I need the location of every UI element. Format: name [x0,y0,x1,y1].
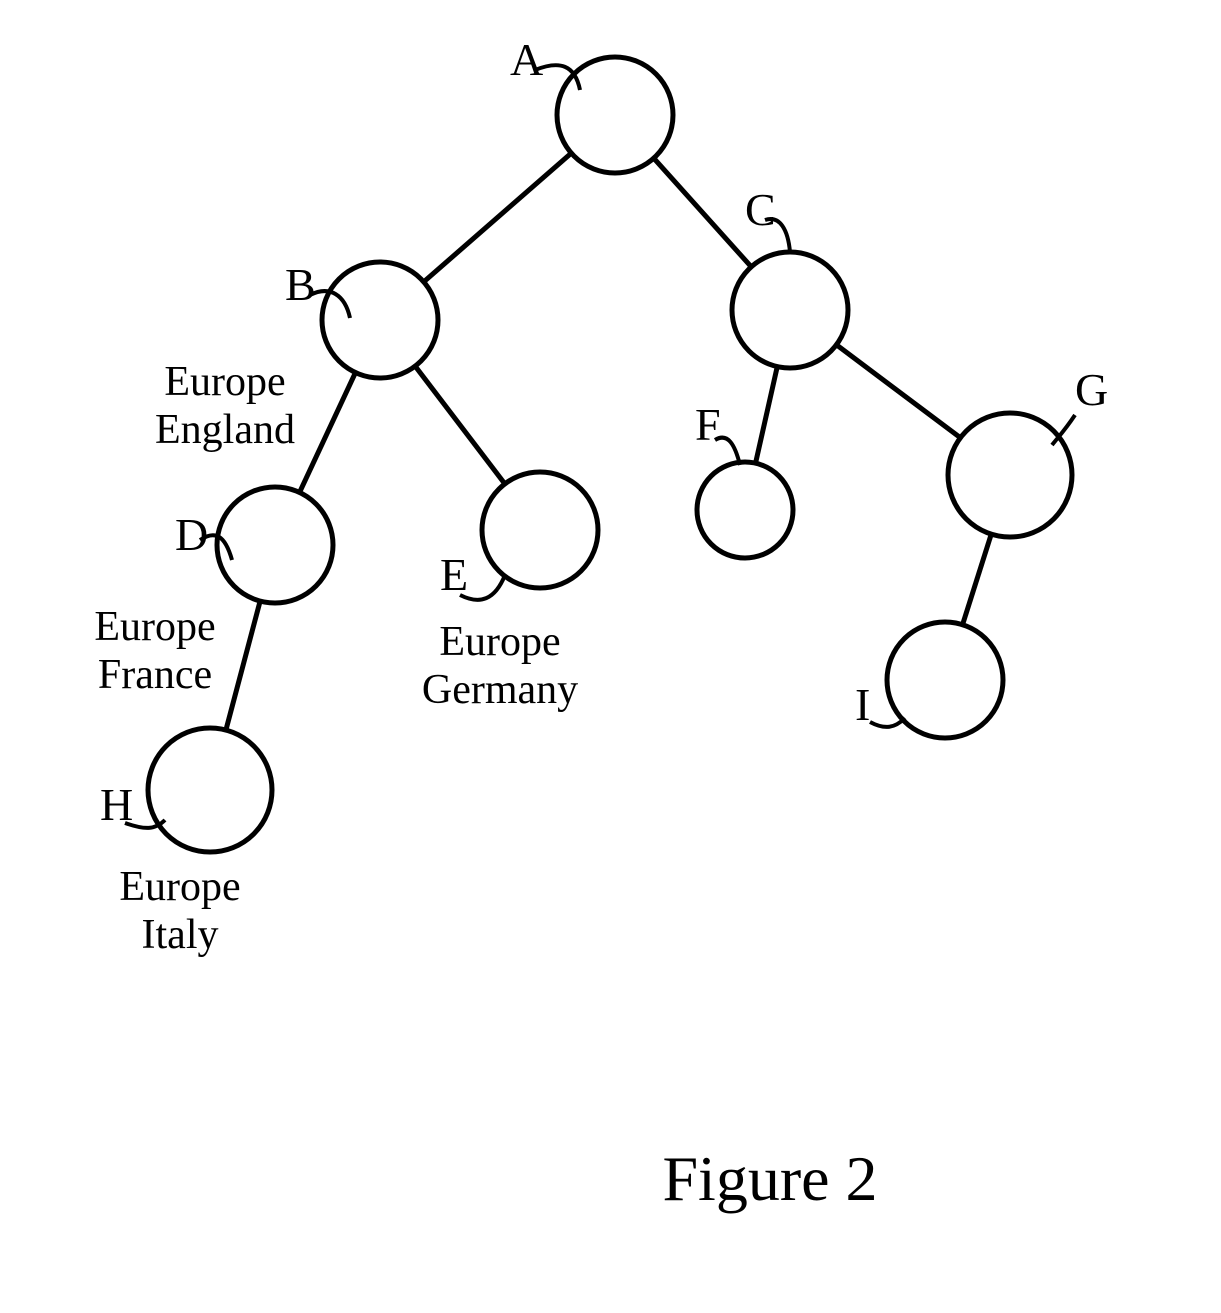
nodes-layer [148,57,1072,852]
text-label-d: EuropeFrance [94,604,215,698]
letter-label-e: E [440,549,468,600]
node-b [322,262,438,378]
node-h [148,728,272,852]
edge-d-h [226,601,260,730]
text-label-b: EuropeEngland [155,359,295,453]
node-f [697,462,793,558]
edge-a-b [424,153,572,282]
text-label-d-line-0: Europe [94,604,215,650]
edge-c-f [756,367,778,464]
text-label-b-line-1: England [155,407,295,453]
letter-label-i: I [855,679,870,730]
figure-caption: Figure 2 [662,1143,877,1214]
text-label-d-line-1: France [98,652,212,698]
text-labels-layer: EuropeEnglandEuropeFranceEuropeGermanyEu… [94,359,578,958]
letter-label-a: A [510,34,543,85]
text-label-h: EuropeItaly [119,864,240,958]
edge-g-i [963,534,992,625]
edge-b-d [300,373,356,493]
text-label-e-line-1: Germany [422,667,578,713]
node-d [217,487,333,603]
edge-c-g [836,345,960,438]
letter-label-d: D [175,509,208,560]
text-label-e: EuropeGermany [422,619,578,713]
node-c [732,252,848,368]
edge-b-e [415,366,505,484]
node-g [948,413,1072,537]
letter-label-h: H [100,779,133,830]
letter-label-g: G [1075,364,1108,415]
edges-layer [226,153,991,730]
letter-label-f: F [695,399,721,450]
text-label-h-line-0: Europe [119,864,240,910]
node-e [482,472,598,588]
edge-a-c [654,158,752,267]
text-label-e-line-0: Europe [439,619,560,665]
letter-label-c: C [745,184,776,235]
letter-label-b: B [285,259,316,310]
text-label-b-line-0: Europe [164,359,285,405]
text-label-h-line-1: Italy [142,912,219,958]
